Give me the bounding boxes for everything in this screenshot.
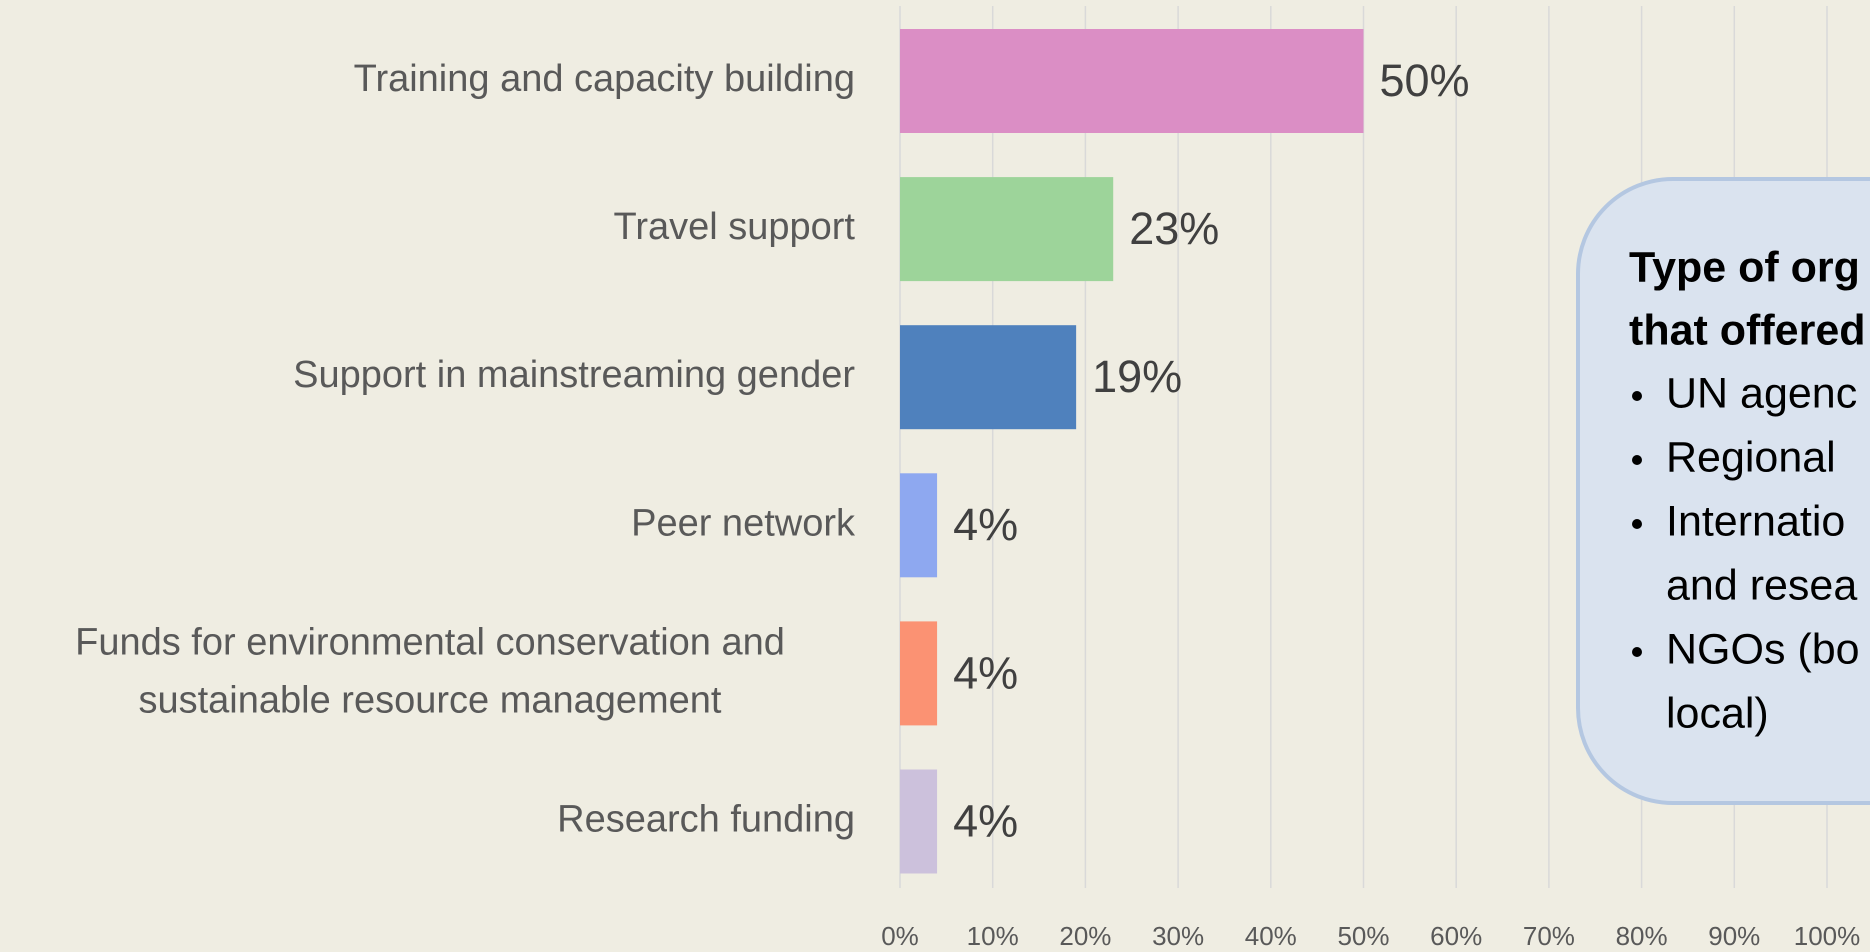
text-box-item: Regional	[1666, 433, 1836, 481]
x-tick-label: 0%	[881, 921, 919, 951]
x-tick-label: 70%	[1523, 921, 1575, 951]
value-label: 4%	[953, 499, 1018, 550]
value-label: 4%	[953, 795, 1018, 846]
value-label: 19%	[1092, 351, 1182, 402]
value-label: 4%	[953, 647, 1018, 698]
x-tick-label: 100%	[1794, 921, 1861, 951]
category-label: Funds for environmental conservation and…	[75, 621, 785, 721]
category-label: Research funding	[557, 799, 855, 841]
bar	[900, 29, 1364, 133]
category-label: Training and capacity building	[354, 58, 855, 100]
x-tick-label: 50%	[1337, 921, 1389, 951]
bar	[900, 325, 1077, 430]
category-label: Travel support	[614, 206, 856, 248]
x-tick-label: 40%	[1245, 921, 1297, 951]
category-label: Support in mainstreaming gender	[293, 354, 855, 396]
text-box-item: UN agenc	[1666, 369, 1857, 417]
x-tick-label: 80%	[1616, 921, 1668, 951]
text-box-item: local)	[1666, 689, 1769, 737]
x-tick-label: 20%	[1059, 921, 1111, 951]
text-box	[1576, 177, 1870, 805]
text-box-item: and resea	[1666, 561, 1857, 609]
x-tick-label: 90%	[1708, 921, 1760, 951]
value-label: 23%	[1129, 203, 1219, 254]
bullet	[1632, 391, 1642, 401]
x-tick-label: 60%	[1430, 921, 1482, 951]
bar	[900, 769, 938, 874]
bar	[900, 621, 938, 726]
x-tick-label: 10%	[967, 921, 1019, 951]
text-box-item: NGOs (bo	[1666, 625, 1860, 673]
text-box-title: Type of org	[1629, 243, 1860, 291]
text-box-item: Internatio	[1666, 497, 1845, 545]
bullet	[1632, 455, 1642, 465]
bar	[900, 473, 938, 578]
bar	[900, 177, 1114, 282]
value-label: 50%	[1380, 55, 1470, 106]
bullet	[1632, 519, 1642, 529]
category-label: Peer network	[631, 502, 856, 544]
text-box-title: that offered	[1629, 306, 1866, 354]
bullet	[1632, 647, 1642, 657]
x-tick-label: 30%	[1152, 921, 1204, 951]
